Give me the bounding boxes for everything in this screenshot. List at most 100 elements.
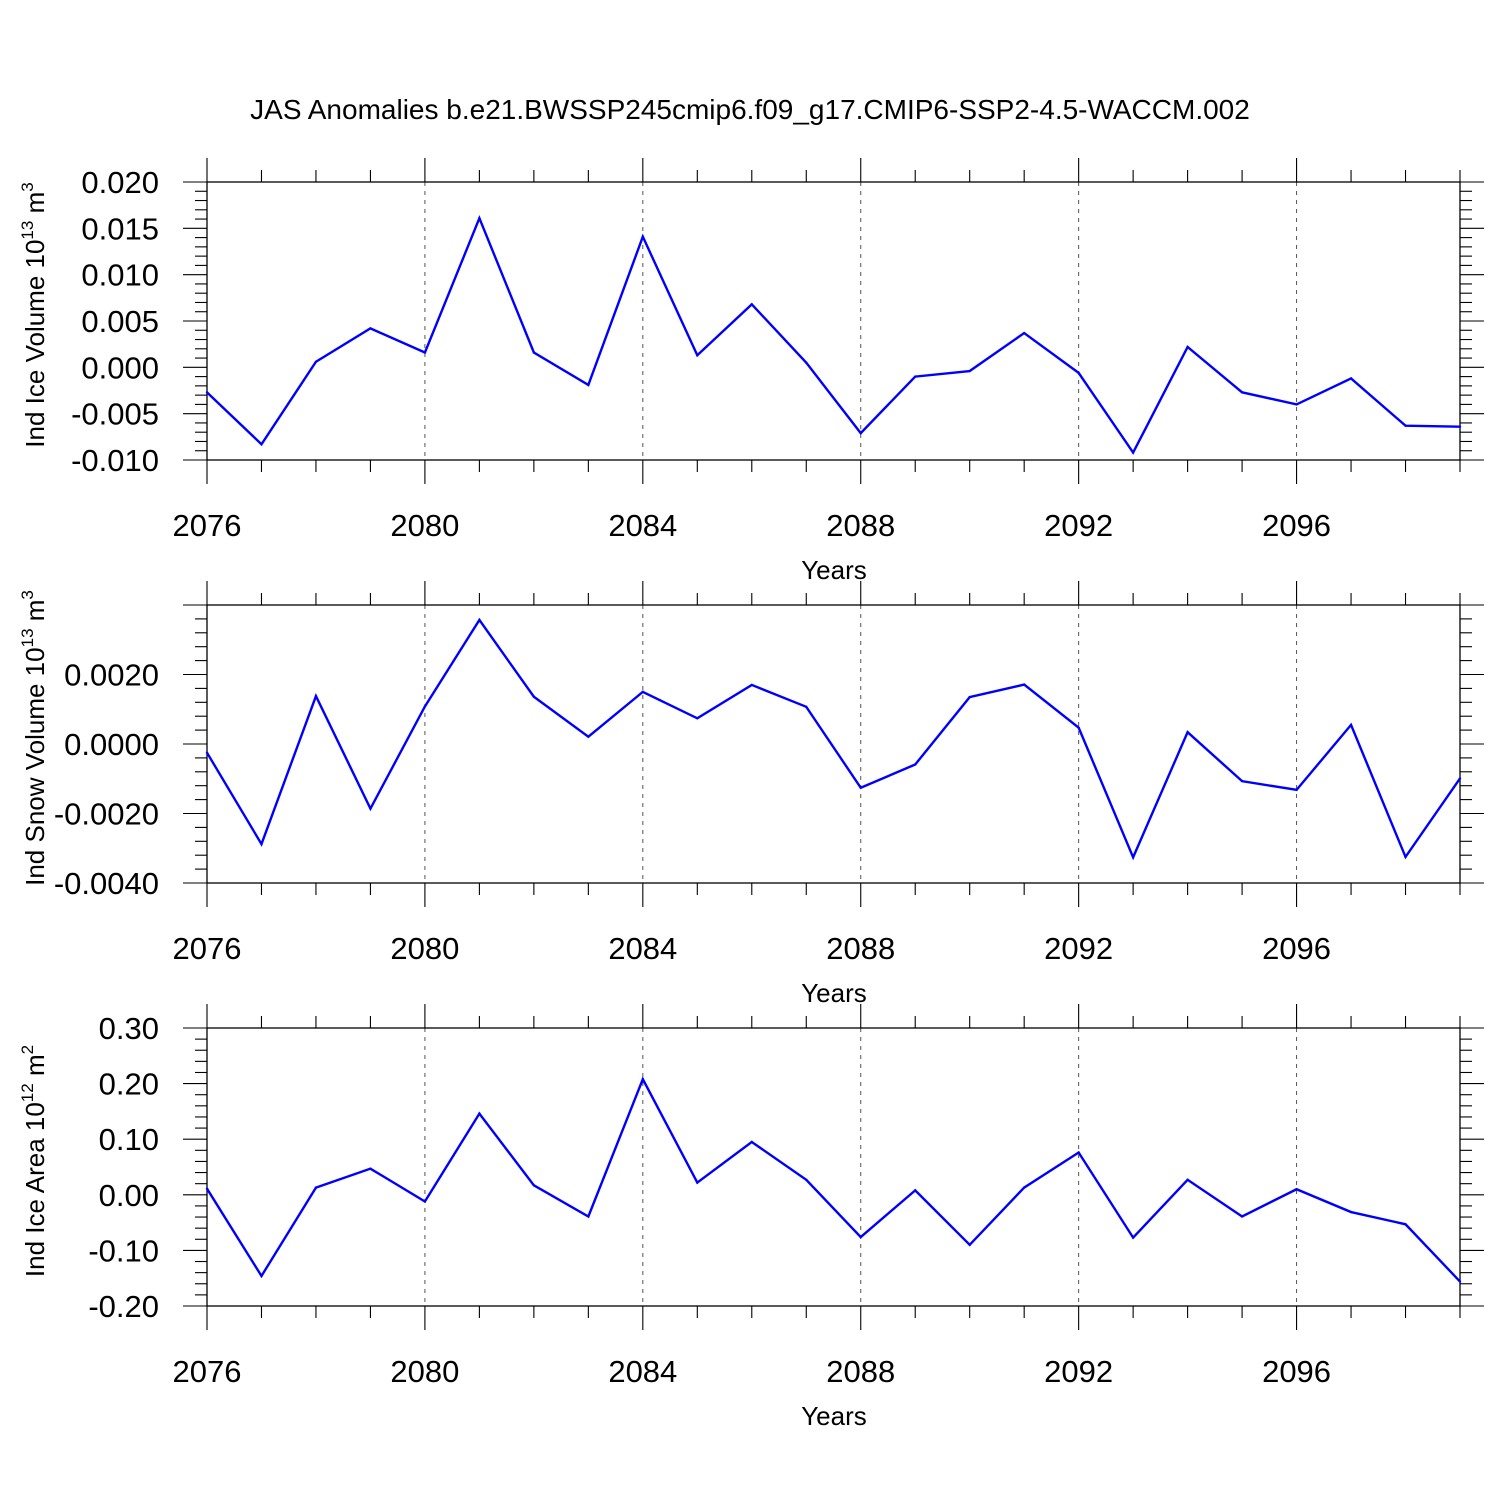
y-axis-label-exponent: 13 (18, 628, 37, 647)
x-tick-label: 2084 (608, 508, 677, 543)
data-point (750, 683, 753, 687)
panel-3: -0.20 -0.10 0.00 0.10 0.20 0.30 2076 2080 2084 20… (18, 1004, 1484, 1431)
data-point (205, 751, 209, 754)
data-point (260, 443, 263, 446)
data-point (369, 807, 372, 810)
data-point (532, 1184, 536, 1187)
y-tick-label: -0.010 (71, 443, 159, 478)
y-axis-label-unit: m (20, 600, 50, 629)
data-point (696, 1181, 699, 1184)
y-tick-label: -0.20 (88, 1289, 159, 1324)
data-point (1186, 730, 1189, 734)
data-point (1404, 1223, 1407, 1226)
data-point (1186, 1178, 1189, 1181)
y-axis-label-exponent: 12 (18, 1083, 37, 1102)
y-axis-label-main: Ind Ice Area 10 (20, 1102, 50, 1277)
y-tick-label: 0.20 (99, 1067, 159, 1102)
data-point (914, 375, 917, 378)
data-point (478, 1112, 481, 1115)
data-point (1131, 1236, 1135, 1239)
data-point (1349, 377, 1353, 380)
x-axis-label: Years (801, 555, 867, 585)
y-axis-label-unit: m (20, 192, 50, 221)
data-point (750, 303, 753, 306)
data-point (1458, 1280, 1462, 1283)
y-axis-label: Ind Snow Volume 1013 m3 (18, 590, 50, 886)
panel-1: -0.010 -0.005 0.000 0.005 0.010 0.015 0.020 207… (18, 158, 1484, 585)
data-point (641, 1077, 645, 1081)
plot-frame (206, 1027, 1461, 1307)
y-tick-label: 0.000 (81, 350, 159, 385)
y-tick-label: 0.015 (81, 211, 159, 246)
x-axis-label: Years (801, 978, 867, 1008)
x-tick-label: 2088 (826, 931, 895, 966)
y-tick-label: 0.0020 (64, 658, 159, 693)
y-tick-label: -0.0020 (54, 797, 159, 832)
data-point (478, 618, 481, 622)
data-point (914, 1189, 917, 1192)
y-tick-label: 0.30 (99, 1011, 159, 1046)
data-point (423, 351, 427, 354)
data-point (369, 1167, 372, 1170)
data-point (314, 1186, 318, 1189)
data-point (587, 1215, 590, 1218)
x-tick-label: 2084 (608, 1354, 677, 1389)
y-tick-label: 0.010 (81, 258, 159, 293)
data-point (696, 354, 699, 357)
data-point (314, 694, 318, 698)
y-tick-label: 0.020 (81, 165, 159, 200)
series-line (205, 617, 1461, 861)
y-axis-label: Ind Ice Area 1012 m2 (18, 1045, 50, 1277)
series-line (206, 214, 1461, 455)
data-point (587, 383, 590, 387)
data-point (1186, 345, 1189, 349)
data-point (805, 361, 808, 364)
data-point (1349, 723, 1353, 727)
data-point (1240, 779, 1244, 783)
data-point (260, 842, 263, 846)
x-tick-label: 2076 (173, 931, 242, 966)
y-tick-label: 0.10 (99, 1122, 159, 1157)
data-point (968, 695, 971, 699)
data-point (1404, 855, 1407, 859)
data-point (587, 735, 590, 738)
data-point (641, 235, 645, 238)
x-tick-label: 2088 (826, 1354, 895, 1389)
y-axis-label-unit: m (20, 1054, 50, 1083)
x-tick-label: 2092 (1044, 508, 1113, 543)
data-point (750, 1140, 753, 1144)
data-point (314, 360, 318, 363)
data-point (1022, 683, 1026, 686)
x-axis-label: Years (801, 1401, 867, 1431)
data-point (859, 431, 862, 435)
data-point (805, 705, 808, 709)
data-point (1295, 403, 1298, 406)
data-point (1404, 424, 1407, 427)
data-point (260, 1274, 263, 1278)
data-point (205, 1187, 209, 1190)
x-tick-label: 2076 (173, 508, 242, 543)
x-tick-label: 2088 (826, 508, 895, 543)
data-point (1077, 371, 1080, 375)
x-tick-label: 2092 (1044, 931, 1113, 966)
y-tick-label: 0.005 (81, 304, 159, 339)
data-point (532, 351, 536, 354)
y-tick-label: -0.0040 (54, 866, 159, 901)
data-point (1131, 451, 1135, 454)
data-point (1077, 726, 1080, 729)
data-point (968, 1243, 971, 1247)
data-point (1022, 1186, 1026, 1189)
data-point (423, 705, 427, 708)
x-tick-label: 2096 (1262, 931, 1331, 966)
data-point (532, 695, 536, 698)
data-point (478, 216, 481, 220)
data-point (205, 391, 209, 394)
panel-2: -0.0040 -0.0020 0.0000 0.0020 2076 2080 2084 20… (18, 581, 1484, 1008)
panels: -0.010 -0.005 0.000 0.005 0.010 0.015 0.020 207… (18, 158, 1484, 1431)
data-point (1295, 788, 1298, 792)
data-point (369, 327, 372, 330)
data-point (1349, 1210, 1353, 1214)
y-axis-label-main: Ind Ice Volume 10 (20, 240, 50, 448)
data-point (968, 369, 971, 373)
